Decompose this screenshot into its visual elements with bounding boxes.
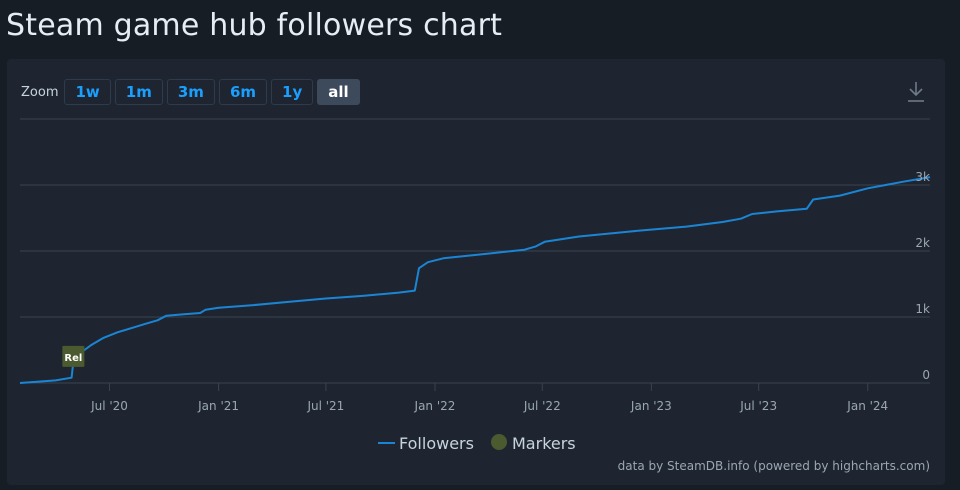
zoom-1w-button[interactable]: 1w <box>64 79 111 105</box>
footer-credit[interactable]: data by SteamDB.info (powered by highcha… <box>617 459 930 473</box>
chart-panel: Zoom 1w 1m 3m 6m 1y all Rel 0 1k 2k 3k Jul '… <box>7 59 945 485</box>
zoom-6m-button[interactable]: 6m <box>218 79 268 105</box>
y-tick-label: 2k <box>915 236 930 250</box>
grid-layer <box>20 118 930 384</box>
zoom-label: Zoom <box>21 84 59 100</box>
zoom-3m-button[interactable]: 3m <box>166 79 215 105</box>
x-tick-label: Jan '21 <box>197 399 239 413</box>
release-marker[interactable]: Rel <box>62 345 85 367</box>
zoom-all-button[interactable]: all <box>317 79 360 105</box>
series-line-followers[interactable] <box>19 176 931 384</box>
y-tick-label: 3k <box>915 170 930 184</box>
series-layer <box>19 176 931 384</box>
page-title: Steam game hub followers chart <box>6 8 503 43</box>
x-tick-label: Jan '24 <box>846 399 888 413</box>
legend-followers-label[interactable]: Followers <box>399 434 474 453</box>
marker-layer: Rel <box>62 345 85 367</box>
axis-layer: 0 1k 2k 3k Jul '20 Jan '21 Jul '21 Jan '22 Jul '… <box>90 170 930 413</box>
x-tick-label: Jan '23 <box>630 399 672 413</box>
release-marker-label: Rel <box>64 353 82 364</box>
x-tick-label: Jan '22 <box>414 399 456 413</box>
followers-chart: Rel 0 1k 2k 3k Jul '20 Jan '21 Jul '21 Jan '22 J… <box>19 118 931 453</box>
x-tick-label: Jul '21 <box>306 399 344 413</box>
zoom-1y-button[interactable]: 1y <box>271 79 314 105</box>
zoom-bar: Zoom 1w 1m 3m 6m 1y all <box>21 79 364 105</box>
zoom-1m-button[interactable]: 1m <box>114 79 163 105</box>
legend-markers-swatch <box>491 434 507 450</box>
x-tick-label: Jul '22 <box>523 399 561 413</box>
release-marker-box <box>62 345 85 367</box>
download-icon[interactable] <box>907 81 925 103</box>
x-tick-label: Jul '23 <box>739 399 777 413</box>
chart-legend: Followers Markers <box>378 434 576 453</box>
y-tick-label: 0 <box>922 368 930 382</box>
y-tick-label: 1k <box>915 302 930 316</box>
legend-markers-label[interactable]: Markers <box>512 434 576 453</box>
x-tick-label: Jul '20 <box>90 399 128 413</box>
